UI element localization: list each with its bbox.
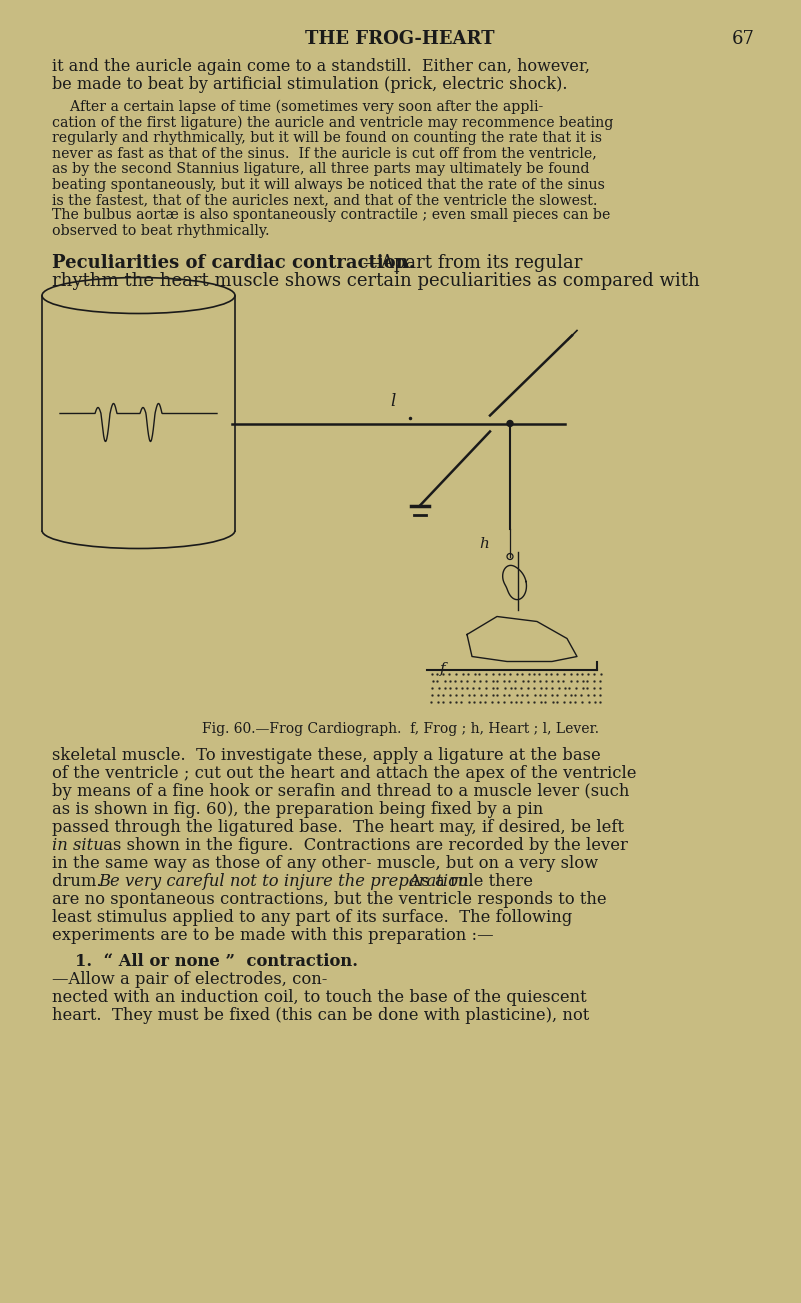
Text: as is shown in fig. 60), the preparation being fixed by a pin: as is shown in fig. 60), the preparation… bbox=[52, 801, 543, 818]
Text: it and the auricle again come to a standstill.  Either can, however,: it and the auricle again come to a stand… bbox=[52, 59, 590, 76]
Text: experiments are to be made with this preparation :—: experiments are to be made with this pre… bbox=[52, 928, 493, 945]
Text: rhythm the heart muscle shows certain peculiarities as compared with: rhythm the heart muscle shows certain pe… bbox=[52, 272, 700, 291]
Text: 1.  “ All or none ”  contraction.: 1. “ All or none ” contraction. bbox=[52, 954, 358, 971]
Text: After a certain lapse of time (sometimes very soon after the appli-: After a certain lapse of time (sometimes… bbox=[52, 100, 543, 115]
Text: be made to beat by artificial stimulation (prick, electric shock).: be made to beat by artificial stimulatio… bbox=[52, 76, 567, 93]
Text: observed to beat rhythmically.: observed to beat rhythmically. bbox=[52, 224, 270, 238]
Text: never as fast as that of the sinus.  If the auricle is cut off from the ventricl: never as fast as that of the sinus. If t… bbox=[52, 146, 597, 160]
Text: regularly and rhythmically, but it will be found on counting the rate that it is: regularly and rhythmically, but it will … bbox=[52, 132, 602, 145]
Text: as by the second Stannius ligature, all three parts may ultimately be found: as by the second Stannius ligature, all … bbox=[52, 162, 590, 176]
Text: —Apart from its regular: —Apart from its regular bbox=[363, 254, 582, 271]
Text: 67: 67 bbox=[732, 30, 755, 48]
Text: Peculiarities of cardiac contraction.: Peculiarities of cardiac contraction. bbox=[52, 254, 415, 271]
Text: The bulbus aortæ is also spontaneously contractile ; even small pieces can be: The bulbus aortæ is also spontaneously c… bbox=[52, 208, 610, 223]
Text: in situ: in situ bbox=[52, 838, 104, 855]
Text: beating spontaneously, but it will always be noticed that the rate of the sinus: beating spontaneously, but it will alway… bbox=[52, 177, 605, 192]
Text: by means of a fine hook or serafin and thread to a muscle lever (such: by means of a fine hook or serafin and t… bbox=[52, 783, 630, 800]
Text: are no spontaneous contractions, but the ventricle responds to the: are no spontaneous contractions, but the… bbox=[52, 891, 606, 908]
Text: cation of the first ligature) the auricle and ventricle may recommence beating: cation of the first ligature) the auricl… bbox=[52, 116, 614, 130]
Text: is the fastest, that of the auricles next, and that of the ventricle the slowest: is the fastest, that of the auricles nex… bbox=[52, 193, 598, 207]
Text: THE FROG-HEART: THE FROG-HEART bbox=[305, 30, 495, 48]
Text: As a rule there: As a rule there bbox=[399, 873, 533, 890]
Text: nected with an induction coil, to touch the base of the quiescent: nected with an induction coil, to touch … bbox=[52, 989, 586, 1006]
Text: Fig. 60.—Frog Cardiograph.  f, Frog ; h, Heart ; l, Lever.: Fig. 60.—Frog Cardiograph. f, Frog ; h, … bbox=[202, 722, 598, 735]
Text: f: f bbox=[440, 662, 445, 675]
Text: l: l bbox=[390, 392, 396, 409]
Text: least stimulus applied to any part of its surface.  The following: least stimulus applied to any part of it… bbox=[52, 909, 572, 926]
Text: heart.  They must be fixed (this can be done with plasticine), not: heart. They must be fixed (this can be d… bbox=[52, 1007, 590, 1024]
Text: drum.: drum. bbox=[52, 873, 112, 890]
Text: passed through the ligatured base.  The heart may, if desired, be left: passed through the ligatured base. The h… bbox=[52, 820, 624, 837]
Text: in the same way as those of any other­ muscle, but on a very slow: in the same way as those of any other­ m… bbox=[52, 856, 598, 873]
Text: —Allow a pair of electrodes, con-: —Allow a pair of electrodes, con- bbox=[52, 972, 328, 989]
Circle shape bbox=[507, 421, 513, 426]
Text: of the ventricle ; cut out the heart and attach the apex of the ventricle: of the ventricle ; cut out the heart and… bbox=[52, 765, 637, 783]
Text: as shown in the figure.  Contractions are recorded by the lever: as shown in the figure. Contractions are… bbox=[98, 838, 628, 855]
Text: h: h bbox=[479, 537, 489, 550]
Text: Be very careful not to injure the preparation.: Be very careful not to injure the prepar… bbox=[98, 873, 473, 890]
Text: skeletal muscle.  To investigate these, apply a ligature at the base: skeletal muscle. To investigate these, a… bbox=[52, 748, 601, 765]
